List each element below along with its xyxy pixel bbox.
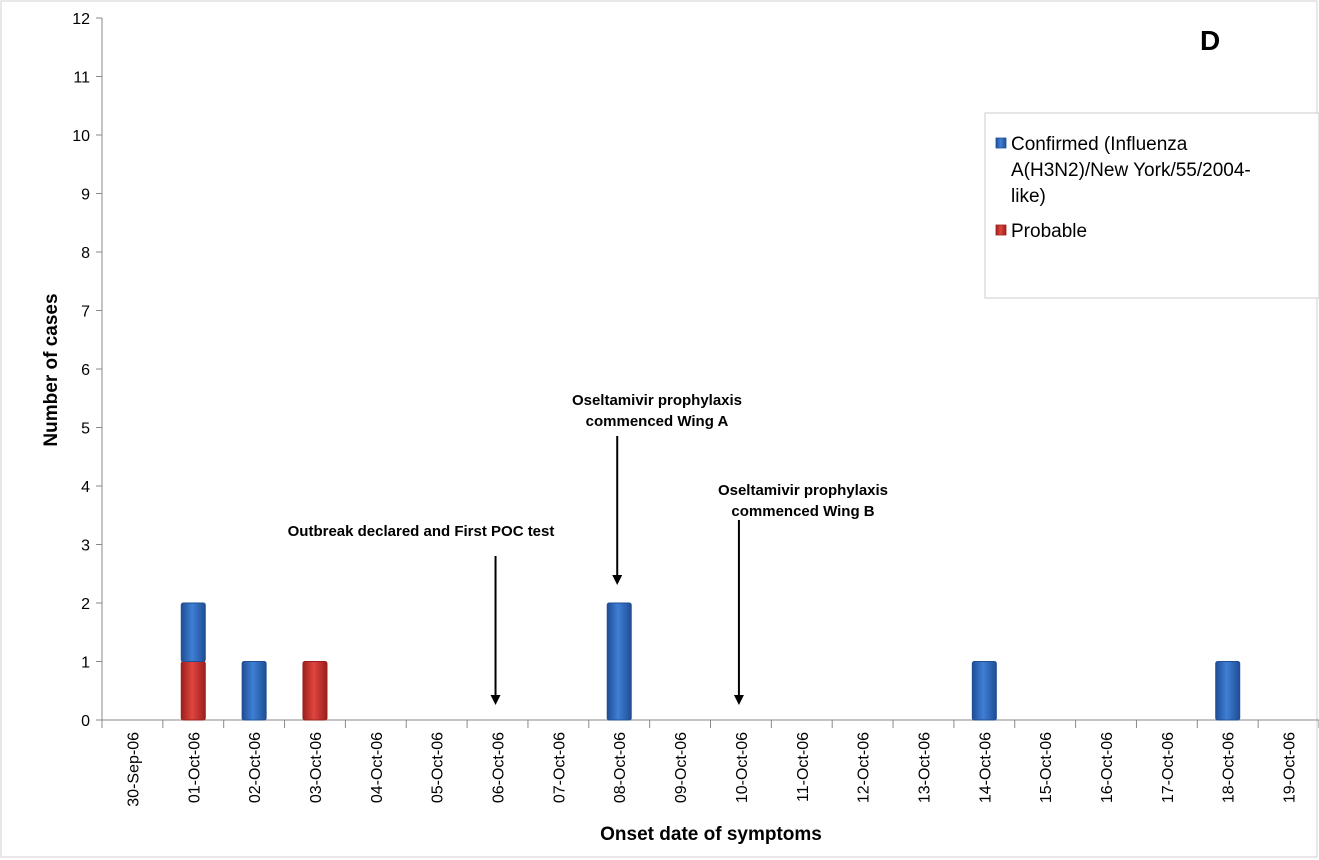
y-tick-label: 0: [81, 713, 90, 730]
bar-confirmed: [971, 661, 997, 721]
legend-label-confirmed-line-3: like): [1011, 186, 1046, 207]
x-tick-label: 07-Oct-06: [551, 732, 568, 803]
annotation-text: Outbreak declared and First POC test: [288, 523, 555, 540]
bar-probable: [180, 661, 206, 721]
y-tick-label: 7: [81, 304, 90, 321]
x-tick-label: 30-Sep-06: [125, 732, 142, 807]
y-tick-label: 5: [81, 421, 90, 438]
legend-box: [984, 112, 1319, 299]
x-axis: 30-Sep-06 01-Oct-06 02-Oct-06 03-Oct-06 04-O…: [101, 719, 1319, 807]
annotation-arrow-head: [733, 695, 744, 705]
x-tick-label: 10-Oct-06: [734, 732, 751, 803]
legend-label-probable: Probable: [1011, 221, 1087, 242]
y-tick-label: 9: [81, 187, 90, 204]
panel-label: D: [1200, 25, 1220, 56]
x-tick-label: 08-Oct-06: [612, 732, 629, 803]
y-tick-label: 4: [81, 479, 90, 496]
y-axis-title: Number of cases: [41, 293, 62, 446]
legend-swatch-confirmed: [995, 137, 1007, 149]
x-tick-label: 09-Oct-06: [673, 732, 690, 803]
x-tick-label: 01-Oct-06: [186, 732, 203, 803]
x-tick-label: 13-Oct-06: [916, 732, 933, 803]
annotations: Outbreak declared and First POC test Osel…: [288, 392, 888, 705]
bar-probable: [302, 661, 328, 721]
bar-confirmed: [180, 602, 206, 662]
x-tick-label: 18-Oct-06: [1221, 732, 1238, 803]
x-tick-label: 17-Oct-06: [1160, 732, 1177, 803]
x-tick-label: 02-Oct-06: [247, 732, 264, 803]
x-tick-label: 06-Oct-06: [491, 732, 508, 803]
x-tick-label: 05-Oct-06: [430, 732, 447, 803]
x-tick-label: 11-Oct-06: [795, 732, 812, 802]
y-tick-label: 10: [72, 128, 90, 145]
legend-label-confirmed-line-2: A(H3N2)/New York/55/2004-: [1011, 160, 1251, 181]
y-tick-label: 1: [81, 655, 90, 672]
annotation-text: commenced Wing B: [731, 503, 874, 520]
x-tick-label: 14-Oct-06: [977, 732, 994, 803]
x-tick-label: 19-Oct-06: [1282, 732, 1299, 803]
annotation-text: Oseltamivir prophylaxis: [572, 392, 742, 409]
y-tick-label: 12: [72, 11, 90, 28]
annotation-arrow-head: [490, 695, 501, 705]
legend: Confirmed (Influenza A(H3N2)/New York/55…: [984, 112, 1319, 299]
x-tick-label: 03-Oct-06: [308, 732, 325, 803]
y-tick-label: 11: [73, 70, 90, 87]
y-tick-label: 3: [81, 538, 90, 555]
legend-label-confirmed-line-1: Confirmed (Influenza: [1011, 134, 1188, 155]
x-tick-label: 15-Oct-06: [1038, 732, 1055, 803]
y-tick-label: 6: [81, 362, 90, 379]
bars: [180, 602, 1241, 721]
x-tick-label: 04-Oct-06: [369, 732, 386, 803]
annotation-text: commenced Wing A: [586, 413, 729, 430]
x-tick-label: 16-Oct-06: [1099, 732, 1116, 803]
bar-confirmed: [606, 602, 632, 721]
bar-confirmed: [1215, 661, 1241, 721]
y-tick-label: 2: [81, 596, 90, 613]
legend-swatch-probable: [995, 224, 1007, 236]
annotation-arrow-head: [612, 575, 623, 585]
x-tick-label: 12-Oct-06: [856, 732, 873, 803]
annotation-text: Oseltamivir prophylaxis: [718, 482, 888, 499]
y-tick-label: 8: [81, 245, 90, 262]
x-axis-title: Onset date of symptoms: [600, 824, 822, 845]
bar-confirmed: [241, 661, 267, 721]
